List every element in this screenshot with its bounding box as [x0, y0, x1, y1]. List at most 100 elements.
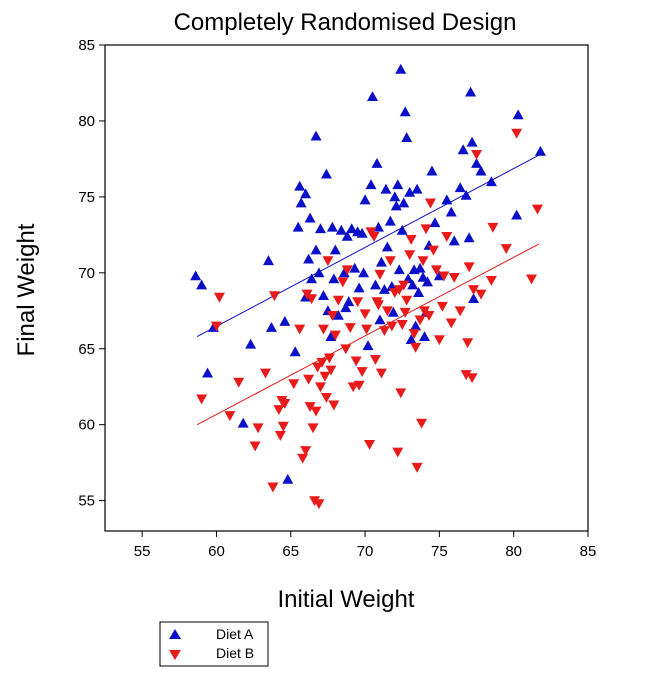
legend-marker-diet-a: [169, 629, 181, 639]
x-axis-label: Initial Weight: [278, 586, 415, 613]
point-diet-b: [410, 342, 422, 353]
y-tick-label: 70: [78, 265, 95, 282]
point-diet-a: [392, 179, 404, 190]
point-diet-a: [346, 223, 358, 234]
point-diet-a: [310, 244, 322, 255]
point-diet-b: [306, 294, 318, 305]
point-diet-b: [462, 338, 474, 349]
point-diet-b: [386, 321, 398, 332]
point-diet-a: [353, 282, 365, 293]
point-diet-a: [389, 191, 401, 202]
point-diet-a: [314, 223, 326, 234]
point-diet-a: [387, 306, 399, 317]
point-diet-a: [419, 331, 431, 341]
point-diet-b: [352, 297, 364, 308]
point-diet-a: [341, 230, 353, 241]
point-diet-a: [384, 215, 396, 226]
point-diet-a: [356, 227, 368, 238]
point-diet-b: [433, 335, 445, 346]
point-diet-b: [341, 265, 353, 276]
point-diet-a: [262, 255, 274, 266]
point-diet-b: [213, 292, 225, 303]
y-tick-label: 80: [78, 113, 95, 130]
point-diet-a: [303, 253, 315, 264]
point-diet-b: [448, 272, 460, 283]
point-diet-b: [416, 418, 428, 429]
point-diet-b: [445, 318, 457, 329]
point-diet-a: [426, 165, 438, 176]
point-diet-a: [343, 296, 355, 307]
y-tick-label: 60: [78, 417, 95, 434]
point-diet-a: [512, 109, 524, 120]
point-diet-a: [359, 194, 371, 205]
point-diet-a: [381, 241, 393, 252]
point-diet-b: [438, 271, 450, 282]
point-diet-a: [390, 200, 402, 211]
point-diet-b: [511, 128, 523, 139]
point-diet-b: [375, 368, 387, 379]
legend-label-diet-a: Diet A: [216, 626, 254, 642]
point-diet-b: [267, 482, 279, 493]
point-diet-a: [300, 188, 312, 199]
point-diet-b: [417, 256, 429, 267]
point-diet-a: [466, 136, 478, 147]
point-diet-b: [350, 356, 362, 367]
point-diet-a: [304, 212, 316, 223]
x-tick-label: 70: [357, 543, 374, 560]
point-diet-b: [323, 353, 335, 364]
point-diet-a: [485, 176, 497, 187]
point-diet-b: [423, 310, 435, 321]
point-diet-b: [273, 405, 285, 415]
point-diet-b: [196, 394, 208, 405]
point-diet-b: [500, 244, 512, 255]
point-diet-b: [294, 324, 306, 335]
point-diet-b: [454, 306, 466, 317]
point-diet-a: [313, 267, 325, 278]
point-diet-b: [393, 285, 405, 296]
point-diet-b: [356, 367, 368, 378]
point-diet-a: [465, 86, 477, 97]
point-diet-a: [398, 197, 410, 208]
point-diet-b: [487, 222, 499, 233]
point-diet-b: [317, 324, 329, 335]
point-diet-b: [471, 149, 483, 160]
point-diet-b: [420, 224, 432, 235]
point-diet-a: [393, 264, 405, 275]
point-diet-a: [289, 346, 301, 357]
point-diet-b: [463, 262, 475, 273]
point-diet-b: [314, 382, 326, 393]
point-diet-b: [405, 235, 417, 245]
point-diet-a: [372, 221, 384, 232]
point-diet-b: [399, 307, 411, 318]
x-tick-label: 55: [134, 543, 151, 560]
point-diet-b: [384, 256, 396, 267]
point-diet-a: [310, 130, 322, 141]
point-diet-a: [454, 182, 466, 193]
point-diet-b: [531, 204, 543, 215]
point-diet-b: [395, 388, 407, 399]
point-diet-a: [395, 63, 407, 74]
point-diet-a: [405, 334, 417, 345]
y-tick-label: 65: [78, 341, 95, 358]
point-diet-a: [292, 221, 304, 232]
point-diet-a: [401, 132, 413, 143]
point-diet-b: [372, 300, 384, 311]
point-diet-b: [277, 421, 289, 432]
point-diet-a: [463, 232, 475, 243]
point-diet-a: [411, 183, 423, 194]
data-points: [190, 63, 546, 510]
point-diet-a: [294, 180, 306, 191]
point-diet-b: [460, 370, 472, 381]
point-diet-a: [441, 194, 453, 205]
point-diet-a: [295, 197, 307, 208]
point-diet-b: [224, 411, 236, 422]
point-diet-b: [424, 198, 436, 209]
point-diet-a: [362, 340, 374, 351]
point-diet-b: [325, 365, 337, 376]
point-diet-b: [430, 265, 442, 276]
plot-area: [104, 44, 589, 532]
point-diet-a: [325, 331, 337, 341]
point-diet-b: [526, 274, 538, 285]
point-diet-b: [309, 496, 321, 507]
